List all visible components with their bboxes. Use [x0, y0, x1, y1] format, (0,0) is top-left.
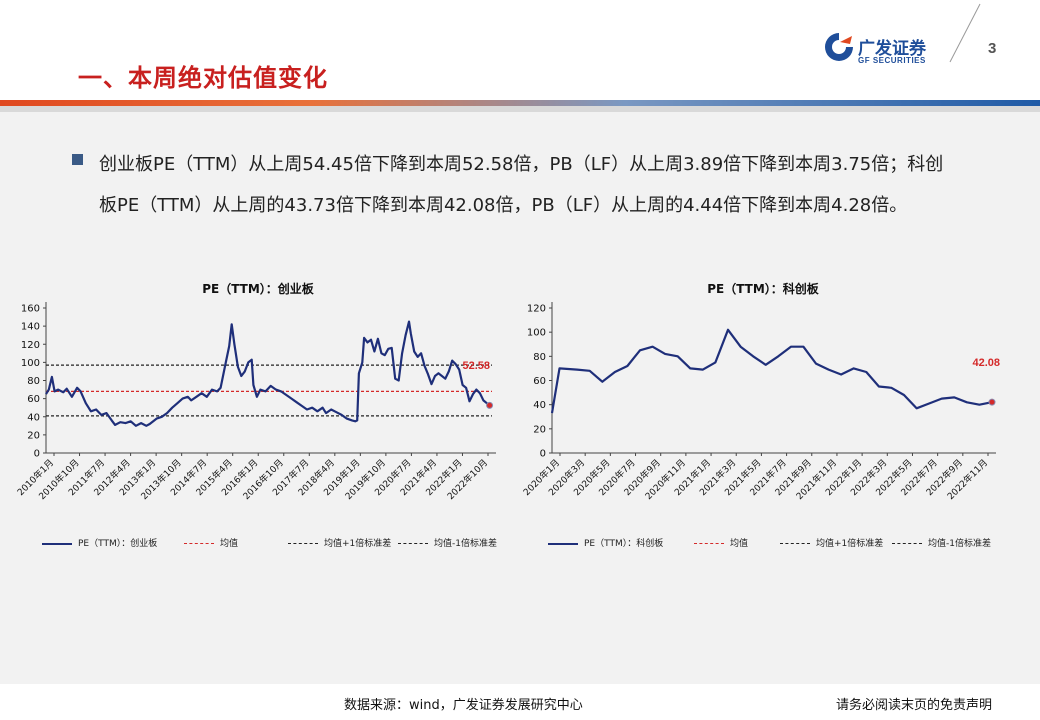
y-tick-label: 0: [34, 449, 40, 460]
y-tick-label: 120: [21, 340, 40, 351]
legend-item-mean-minus-sd: 均值-1倍标准差: [892, 536, 991, 549]
legend-item-mean-minus-sd: 均值-1倍标准差: [398, 536, 497, 549]
legend-swatch-mean: [694, 543, 724, 544]
y-tick-label: 0: [540, 449, 546, 460]
legend-label-mean-plus-sd: 均值+1倍标准差: [816, 539, 884, 549]
last-value-marker: [486, 401, 494, 409]
legend-swatch-mean-minus-sd: [398, 543, 428, 544]
logo-name: 广发证券: [858, 39, 926, 59]
footer-source: 数据来源：wind，广发证券发展研究中心: [344, 698, 583, 713]
legend-label-mean: 均值: [220, 539, 239, 549]
y-tick-label: 100: [21, 358, 40, 369]
y-tick-label: 140: [21, 322, 40, 333]
y-tick-label: 100: [527, 328, 546, 339]
legend-swatch-series: [42, 542, 72, 545]
legend-swatch-mean: [184, 543, 214, 544]
slide-title: 一、本周绝对估值变化: [78, 64, 328, 92]
y-tick-label: 80: [27, 376, 40, 387]
company-logo: 广发证券 GF SECURITIES: [822, 30, 942, 70]
y-tick-label: 60: [27, 394, 40, 405]
legend-item-mean-plus-sd: 均值+1倍标准差: [288, 536, 391, 549]
legend-label-mean-plus-sd: 均值+1倍标准差: [324, 539, 392, 549]
legend-label-series: PE（TTM）：科创板: [584, 539, 664, 549]
header-divider: [949, 3, 981, 63]
footer-disclaimer: 请务必阅读末页的免责声明: [836, 698, 993, 713]
last-value-marker: [988, 398, 996, 406]
series-line: [45, 320, 491, 427]
y-tick-label: 40: [533, 400, 546, 411]
page-number: 3: [988, 40, 997, 57]
logo-mark-icon: [825, 33, 853, 61]
summary-text: 创业板PE（TTM）从上周54.45倍下降到本周52.58倍，PB（LF）从上周…: [99, 154, 944, 216]
content-panel: [0, 112, 1040, 684]
last-value-label: 52.58: [462, 360, 490, 372]
logo-english-name: GF SECURITIES: [858, 56, 926, 65]
y-tick-label: 120: [527, 304, 546, 315]
legend-item-mean: 均值: [694, 536, 748, 549]
legend-label-mean-minus-sd: 均值-1倍标准差: [434, 539, 497, 549]
y-tick-label: 160: [21, 304, 40, 315]
y-tick-label: 80: [533, 352, 546, 363]
legend-swatch-mean-plus-sd: [780, 543, 810, 544]
chart-title: PE（TTM）：创业板: [202, 282, 314, 296]
chart-chinext-plot: 0204060801001201401602010年1月2010年10月2011…: [15, 302, 496, 502]
legend-swatch-mean-plus-sd: [288, 543, 318, 544]
legend-item-mean-plus-sd: 均值+1倍标准差: [780, 536, 883, 549]
title-underline-shadow: [0, 106, 1040, 112]
series-line: [550, 328, 993, 414]
chart-star-market-pe: PE（TTM）：科创板 0 20 40 60 80 100 120 2020年1月 2020年3…: [518, 270, 1008, 560]
chart-star-market-plot: 0204060801001202020年1月2020年3月2020年5月2020…: [521, 302, 1000, 502]
chart-chinext-pe: PE（TTM）：创业板 0 20 40 60 80 100 120 140 160 2010年1月…: [8, 270, 508, 560]
legend-label-mean: 均值: [730, 539, 749, 549]
legend-label-series: PE（TTM）：创业板: [78, 539, 158, 549]
legend-item-series: PE（TTM）：创业板: [42, 536, 157, 549]
title-underline-bar: [0, 100, 1040, 106]
bullet-square-icon: [72, 154, 83, 165]
chart-legend: PE（TTM）：创业板 均值 均值+1倍标准差 均值-1倍标准差: [38, 536, 508, 552]
legend-swatch-mean-minus-sd: [892, 543, 922, 544]
legend-label-mean-minus-sd: 均值-1倍标准差: [928, 539, 991, 549]
chart-legend: PE（TTM）：科创板 均值 均值+1倍标准差 均值-1倍标准差: [548, 536, 1008, 552]
last-value-label: 42.08: [972, 357, 1000, 369]
y-tick-label: 20: [533, 424, 546, 435]
legend-item-series: PE（TTM）：科创板: [548, 536, 663, 549]
y-tick-label: 60: [533, 376, 546, 387]
y-tick-label: 20: [27, 430, 40, 441]
legend-item-mean: 均值: [184, 536, 238, 549]
chart-title: PE（TTM）：科创板: [707, 282, 819, 296]
legend-swatch-series: [548, 542, 578, 545]
y-tick-label: 40: [27, 412, 40, 423]
